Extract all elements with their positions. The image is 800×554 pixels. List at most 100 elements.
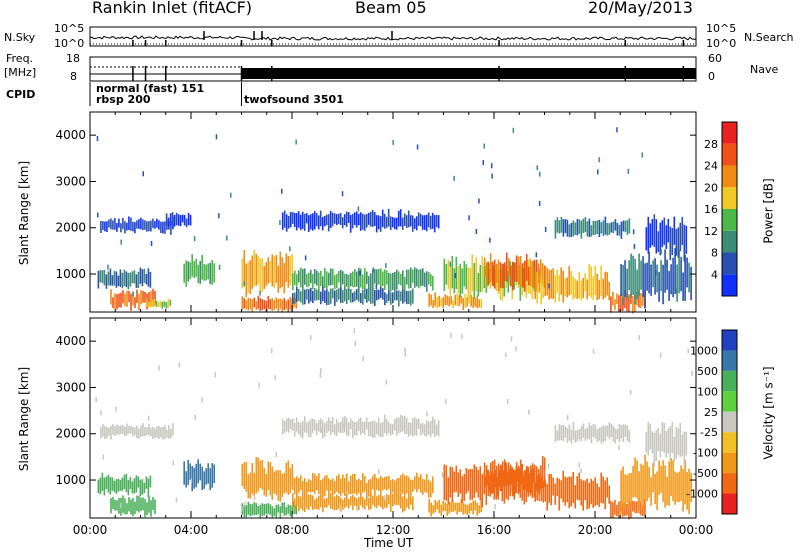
power-cell bbox=[398, 271, 400, 285]
power-cell bbox=[243, 298, 246, 309]
velocity-speckle bbox=[354, 341, 356, 346]
power-cell bbox=[410, 290, 412, 306]
velocity-cell bbox=[292, 493, 294, 508]
velocity-cell bbox=[135, 475, 138, 493]
power-cell bbox=[279, 298, 282, 309]
velocity-cell bbox=[144, 499, 146, 518]
velocity-cell bbox=[423, 424, 426, 436]
power-cell bbox=[277, 265, 280, 293]
power-speckle bbox=[281, 188, 283, 194]
velocity-cell bbox=[314, 473, 316, 494]
power-cell bbox=[407, 210, 410, 228]
power-cell bbox=[381, 209, 384, 228]
velocity-cell bbox=[380, 496, 382, 507]
power-cell bbox=[531, 261, 534, 288]
velocity-cell bbox=[425, 420, 428, 437]
power-cell bbox=[350, 289, 352, 303]
velocity-cell bbox=[622, 466, 624, 508]
power-cell bbox=[638, 253, 640, 296]
power-cell bbox=[497, 260, 500, 292]
velocity-cell bbox=[369, 421, 372, 437]
velocity-cell bbox=[670, 458, 672, 497]
power-cell bbox=[594, 221, 597, 235]
velocity-cell bbox=[590, 425, 593, 444]
velocity-cell bbox=[291, 505, 294, 515]
velocity-cell bbox=[429, 421, 432, 438]
velocity-cell bbox=[606, 477, 608, 498]
velocity-cell bbox=[291, 418, 294, 431]
power-cell bbox=[382, 288, 384, 300]
velocity-colorbar-tick-label: 25 bbox=[704, 406, 718, 419]
power-cell bbox=[124, 293, 126, 306]
velocity-cell bbox=[464, 503, 466, 514]
beam-title: Beam 05 bbox=[355, 0, 427, 17]
power-speckle bbox=[627, 168, 630, 174]
power-cell bbox=[320, 291, 322, 305]
power-cell bbox=[660, 260, 662, 292]
power-cell bbox=[437, 215, 440, 229]
power-cell bbox=[396, 269, 398, 290]
velocity-colorbar-tick-label: -1000 bbox=[686, 488, 718, 501]
velocity-cell bbox=[121, 477, 124, 491]
velocity-cell bbox=[468, 503, 470, 514]
power-cell bbox=[110, 289, 112, 305]
power-cell bbox=[318, 272, 320, 293]
power-cell bbox=[356, 289, 358, 300]
power-cell bbox=[185, 260, 187, 287]
velocity-speckle bbox=[691, 370, 693, 376]
velocity-cell bbox=[584, 480, 586, 500]
power-cell bbox=[570, 222, 573, 237]
velocity-cell bbox=[328, 478, 330, 499]
power-speckle bbox=[193, 236, 196, 242]
velocity-cell bbox=[474, 500, 476, 511]
power-cell bbox=[317, 215, 320, 230]
power-cell bbox=[109, 268, 112, 286]
power-cell bbox=[110, 218, 112, 230]
velocity-cell bbox=[630, 473, 632, 505]
velocity-cell bbox=[327, 417, 330, 432]
velocity-cell bbox=[642, 505, 644, 516]
velocity-cell bbox=[399, 414, 402, 433]
power-cell bbox=[277, 298, 280, 312]
velocity-cell bbox=[406, 498, 408, 508]
velocity-cell bbox=[604, 426, 607, 441]
power-cell bbox=[676, 264, 678, 302]
velocity-cell bbox=[437, 420, 440, 437]
nave-band bbox=[241, 68, 696, 79]
noise-left-bottom: 10^0 bbox=[54, 37, 85, 50]
velocity-cell bbox=[197, 459, 199, 484]
power-cell bbox=[538, 267, 540, 293]
station-title: Rankin Inlet (fitACF) bbox=[92, 0, 253, 17]
power-cell bbox=[108, 219, 110, 228]
power-cell bbox=[346, 288, 348, 305]
velocity-cell bbox=[306, 494, 308, 509]
velocity-cell bbox=[378, 478, 380, 491]
power-cell bbox=[606, 223, 609, 236]
power-cell bbox=[471, 254, 474, 292]
velocity-cell bbox=[489, 462, 492, 495]
velocity-cell bbox=[304, 478, 306, 498]
velocity-cell bbox=[390, 480, 392, 497]
velocity-cell bbox=[467, 469, 470, 492]
velocity-range-tick-label: 3000 bbox=[55, 380, 86, 394]
power-cell bbox=[392, 272, 394, 290]
power-cell bbox=[680, 260, 682, 292]
power-cell bbox=[334, 275, 336, 289]
power-speckle bbox=[665, 262, 667, 268]
velocity-cell bbox=[574, 430, 577, 443]
freq-label: Freq. bbox=[6, 52, 34, 65]
power-cell bbox=[269, 299, 272, 310]
velocity-cell bbox=[415, 418, 418, 436]
power-speckle bbox=[259, 290, 261, 296]
power-cell bbox=[123, 269, 126, 287]
power-cell bbox=[102, 221, 104, 231]
velocity-cell bbox=[185, 471, 187, 488]
power-cell bbox=[675, 228, 678, 256]
power-cell bbox=[303, 213, 306, 231]
power-cell bbox=[489, 253, 492, 282]
power-cell bbox=[560, 267, 562, 295]
velocity-speckle bbox=[258, 382, 260, 388]
velocity-cell bbox=[509, 464, 512, 485]
velocity-cell bbox=[442, 500, 444, 512]
velocity-cell bbox=[97, 479, 100, 494]
